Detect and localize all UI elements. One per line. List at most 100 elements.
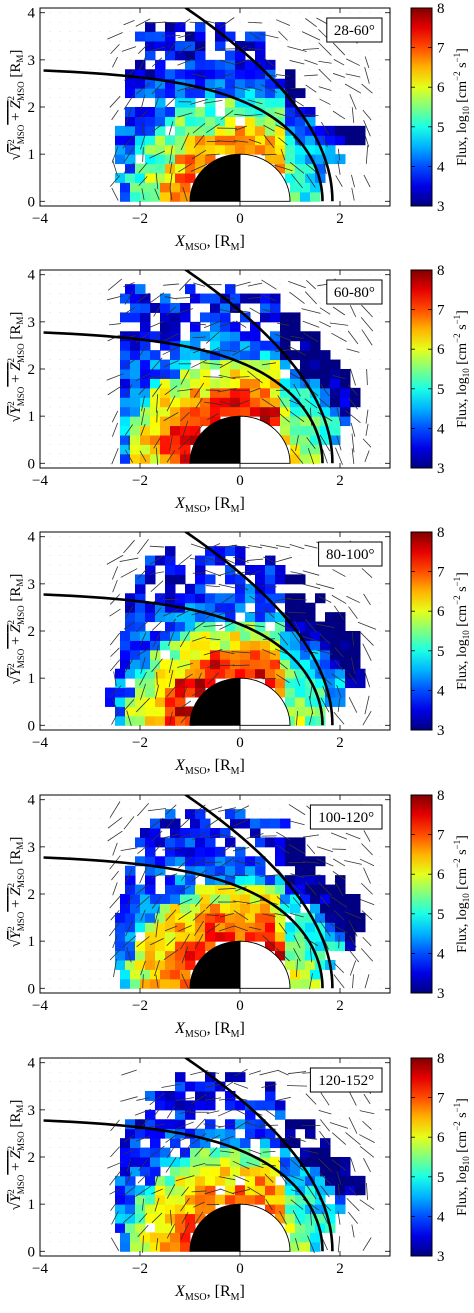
- heatmap-cell: [255, 856, 266, 867]
- heatmap-cell: [165, 875, 176, 886]
- heatmap-cell: [135, 912, 146, 923]
- grid-dot: [199, 274, 201, 276]
- flow-vector: [180, 412, 190, 422]
- heatmap-cell: [250, 649, 261, 660]
- heatmap-cell: [275, 135, 286, 146]
- flow-vector: [206, 123, 220, 134]
- panel-4: −4 −2 0 2 0 1 2 3 4 100-120° XMSO, [RM] √Y2MSO + Z2…: [0, 787, 474, 1049]
- grid-dot: [99, 462, 101, 464]
- grid-dot: [359, 855, 361, 857]
- heatmap-cell: [330, 659, 341, 670]
- heatmap-cell: [210, 631, 221, 641]
- heatmap-cell: [305, 116, 316, 127]
- heatmap-cell: [195, 69, 206, 80]
- grid-dot: [329, 715, 331, 717]
- heatmap-cell: [240, 312, 251, 323]
- grid-dot: [379, 940, 381, 942]
- heatmap-cell: [135, 116, 146, 127]
- heatmap-cell: [165, 69, 176, 80]
- heatmap-cell: [165, 612, 176, 623]
- heatmap-cell: [215, 116, 226, 127]
- grid-dot: [349, 583, 351, 585]
- flow-vector: [107, 817, 123, 829]
- x-tick-label: 0: [236, 735, 244, 751]
- heatmap-cell: [310, 378, 321, 389]
- grid-dot: [149, 12, 151, 14]
- grid-dot: [49, 274, 51, 276]
- flow-vector: [120, 568, 138, 578]
- heatmap-cell: [175, 668, 186, 679]
- flow-vector: [179, 18, 191, 27]
- heatmap-cell: [265, 678, 276, 689]
- grid-dot: [99, 658, 101, 660]
- flow-vector: [290, 448, 304, 464]
- grid-dot: [89, 321, 91, 323]
- heatmap-cell: [120, 416, 131, 427]
- heatmap-cell: [150, 425, 161, 436]
- grid-dot: [69, 705, 71, 707]
- grid-dot: [49, 106, 51, 108]
- flow-vector: [278, 30, 288, 41]
- flow-vector: [181, 420, 189, 439]
- grid-dot: [249, 283, 251, 285]
- flow-vector: [220, 110, 234, 120]
- heatmap-cell: [140, 378, 151, 389]
- planet: [189, 415, 291, 464]
- grid-dot: [49, 59, 51, 61]
- grid-dot: [359, 978, 361, 980]
- heatmap-cell: [200, 894, 211, 904]
- heatmap-cell: [305, 931, 316, 942]
- grid-dot: [229, 12, 231, 14]
- grid-dot: [59, 658, 61, 660]
- heatmap-cell: [195, 78, 206, 89]
- heatmap-cell: [120, 435, 131, 445]
- heatmap-cell: [310, 331, 321, 342]
- heatmap-cell: [145, 107, 156, 117]
- grid-dot: [109, 87, 111, 89]
- grid-dot: [369, 368, 371, 370]
- heatmap-cell: [120, 659, 131, 670]
- flow-vector: [176, 308, 194, 314]
- heatmap-cell: [135, 163, 146, 174]
- grid-dot: [69, 191, 71, 193]
- y-tick-label: 2: [28, 100, 36, 116]
- colorbar: [410, 531, 433, 731]
- heatmap-cell: [230, 631, 241, 641]
- planet-nightside: [189, 677, 241, 726]
- grid-dot: [369, 59, 371, 61]
- heatmap-cell: [175, 593, 186, 604]
- heatmap-cell: [275, 163, 286, 174]
- heatmap-cell: [155, 173, 166, 183]
- heatmap-cell: [325, 154, 336, 165]
- grid-dot: [259, 274, 261, 276]
- flow-vector: [288, 345, 306, 356]
- grid-dot: [369, 87, 371, 89]
- grid-dot: [99, 602, 101, 604]
- flow-vector: [138, 110, 148, 120]
- grid-dot: [109, 31, 111, 33]
- angle-range-box: [326, 17, 383, 43]
- heatmap-cell: [155, 602, 166, 613]
- heatmap-cell: [190, 631, 201, 641]
- grid-dot: [79, 940, 81, 942]
- heatmap-cell: [220, 378, 231, 389]
- grid-dot: [279, 799, 281, 801]
- grid-dot: [119, 97, 121, 99]
- grid-dot: [269, 536, 271, 538]
- y-tick-label: 0: [28, 456, 36, 472]
- heatmap-cell: [280, 894, 291, 904]
- grid-dot: [129, 40, 131, 42]
- heatmap-cell: [230, 321, 241, 332]
- heatmap-cell: [200, 416, 211, 427]
- heatmap-cell: [195, 668, 206, 679]
- heatmap-cell: [250, 894, 261, 904]
- grid-dot: [199, 536, 201, 538]
- grid-dot: [79, 200, 81, 202]
- heatmap-cell: [180, 350, 191, 361]
- flow-vector: [303, 332, 319, 343]
- flow-vector: [233, 581, 249, 591]
- heatmap-cell: [195, 50, 206, 61]
- heatmap-cell: [170, 182, 181, 193]
- heatmap-cell: [280, 631, 291, 641]
- grid-dot: [89, 293, 91, 295]
